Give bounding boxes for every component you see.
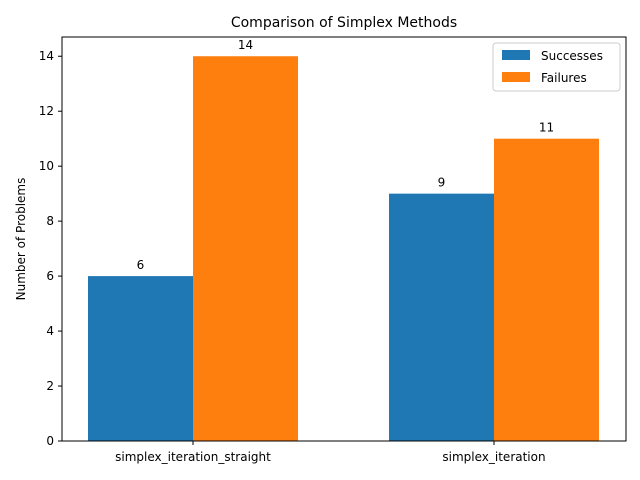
chart-title: Comparison of Simplex Methods	[231, 15, 457, 31]
bar-label-successes-simplex-iteration: 9	[438, 176, 446, 190]
bar-failures-simplex-iteration-straight	[193, 56, 298, 441]
bar-label-successes-simplex-iteration-straight: 6	[137, 258, 145, 272]
bar-failures-simplex-iteration	[494, 138, 599, 441]
legend-swatch-successes	[502, 50, 530, 60]
bar-label-failures-simplex-iteration: 11	[539, 121, 554, 135]
bar-label-failures-simplex-iteration-straight: 14	[238, 38, 253, 52]
y-axis: 0 2 4 6 8 10 12 14	[39, 49, 62, 448]
legend-label-failures: Failures	[541, 71, 587, 85]
plot-frame	[61, 36, 627, 442]
y-tick-label-8: 8	[46, 214, 54, 228]
bars-layer	[88, 56, 599, 441]
x-tick-label-simplex-iteration: simplex_iteration	[442, 450, 545, 464]
y-tick-label-6: 6	[46, 269, 54, 283]
y-axis-label: Number of Problems	[14, 178, 28, 301]
legend-swatch-failures	[502, 72, 530, 82]
legend: Successes Failures	[492, 42, 621, 92]
bar-successes-simplex-iteration	[389, 193, 494, 441]
y-tick-label-10: 10	[39, 159, 54, 173]
y-tick-label-4: 4	[46, 324, 54, 338]
legend-label-successes: Successes	[541, 49, 603, 63]
y-tick-label-14: 14	[39, 49, 54, 63]
x-tick-label-simplex-iteration-straight: simplex_iteration_straight	[115, 450, 271, 464]
y-tick-label-12: 12	[39, 104, 54, 118]
y-tick-label-2: 2	[46, 379, 54, 393]
y-tick-label-0: 0	[46, 434, 54, 448]
bar-labels-layer: 6 9 14 11	[137, 38, 554, 272]
bar-successes-simplex-iteration-straight	[88, 276, 193, 441]
x-axis: simplex_iteration_straight simplex_iterat…	[115, 441, 546, 464]
